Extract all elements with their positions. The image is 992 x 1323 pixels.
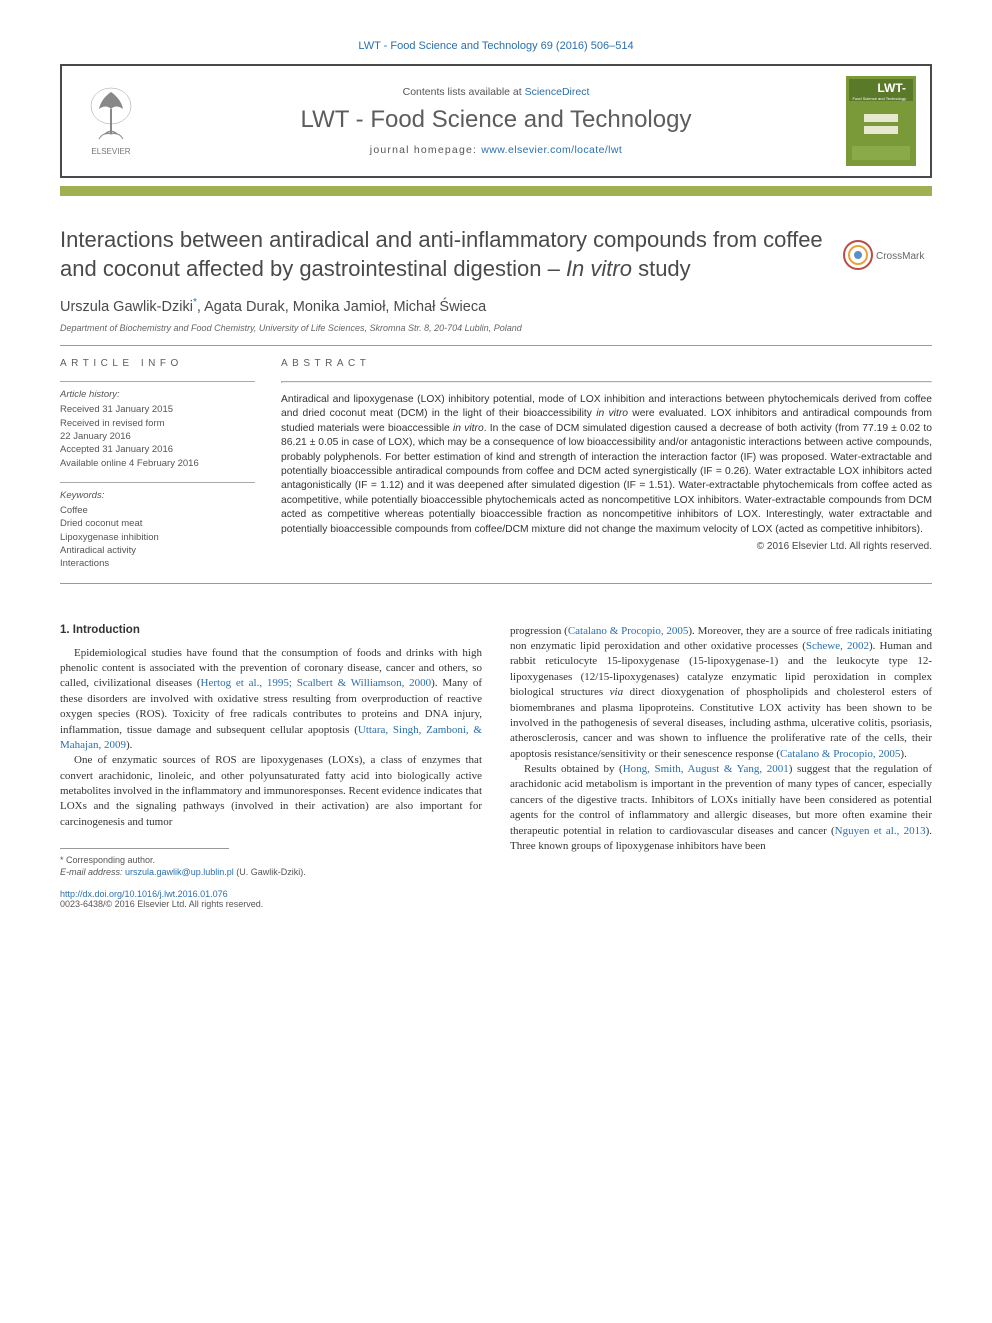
elsevier-logo: ELSEVIER [76,81,146,161]
author-lead: Urszula Gawlik-Dziki [60,299,193,315]
left-column: 1. Introduction Epidemiological studies … [60,624,482,909]
homepage-label: journal homepage: [370,144,482,156]
crossmark-badge[interactable]: CrossMark [842,230,932,280]
journal-header: ELSEVIER Contents lists available at Sci… [60,64,932,178]
journal-cover: LWT- Food Science and Technology [846,76,916,166]
abstract-rule [281,381,932,383]
affiliation: Department of Biochemistry and Food Chem… [60,323,932,333]
corresponding-author: * Corresponding author. [60,855,482,867]
keyword: Dried coconut meat [60,517,255,530]
history-line: 22 January 2016 [60,430,255,443]
rule-bottom [60,583,932,584]
section-heading: 1. Introduction [60,624,482,636]
authors-rest: , Agata Durak, Monika Jamioł, Michał Świ… [197,299,486,315]
history-line: Received 31 January 2015 [60,403,255,416]
rule-top [60,345,932,346]
contents-prefix: Contents lists available at [403,86,525,98]
keywords-heading: Keywords: [60,489,255,502]
doi-link[interactable]: http://dx.doi.org/10.1016/j.lwt.2016.01.… [60,889,482,899]
history-line: Available online 4 February 2016 [60,457,255,470]
abstract-text: Antiradical and lipoxygenase (LOX) inhib… [281,393,932,537]
header-center: Contents lists available at ScienceDirec… [146,86,846,156]
footnote-rule [60,848,229,849]
info-rule-1 [60,381,255,382]
cover-title: LWT- [877,81,906,95]
body-columns: 1. Introduction Epidemiological studies … [60,624,932,909]
article-info-label: ARTICLE INFO [60,358,255,369]
keywords-block: Keywords: Coffee Dried coconut meat Lipo… [60,489,255,571]
body-paragraph: progression (Catalano & Procopio, 2005).… [510,624,932,763]
keyword: Antiradical activity [60,544,255,557]
keyword: Coffee [60,504,255,517]
email-label: E-mail address: [60,867,125,877]
homepage-line: journal homepage: www.elsevier.com/locat… [146,144,846,156]
sciencedirect-link[interactable]: ScienceDirect [525,86,590,98]
contents-line: Contents lists available at ScienceDirec… [146,86,846,98]
title-part2: study [632,256,691,281]
body-paragraph: Epidemiological studies have found that … [60,646,482,754]
top-citation: LWT - Food Science and Technology 69 (20… [60,40,932,52]
elsevier-label: ELSEVIER [91,147,130,156]
article-head: Interactions between antiradical and ant… [60,226,932,283]
journal-name: LWT - Food Science and Technology [146,106,846,134]
cover-sub: Food Science and Technology [852,96,906,101]
email-line: E-mail address: urszula.gawlik@up.lublin… [60,867,482,879]
body-paragraph: Results obtained by (Hong, Smith, August… [510,762,932,854]
authors: Urszula Gawlik-Dziki*, Agata Durak, Moni… [60,297,932,315]
history-line: Received in revised form [60,417,255,430]
history-heading: Article history: [60,388,255,401]
abstract-label: ABSTRACT [281,358,932,369]
homepage-link[interactable]: www.elsevier.com/locate/lwt [481,144,622,156]
info-rule-2 [60,482,255,483]
title-part1: Interactions between antiradical and ant… [60,227,823,281]
title-ital: In vitro [566,256,632,281]
crossmark-label: CrossMark [876,251,925,262]
article-history: Article history: Received 31 January 201… [60,388,255,470]
right-column: progression (Catalano & Procopio, 2005).… [510,624,932,909]
history-line: Accepted 31 January 2016 [60,443,255,456]
abstract-column: ABSTRACT Antiradical and lipoxygenase (L… [281,358,932,571]
keyword: Interactions [60,557,255,570]
email-link[interactable]: urszula.gawlik@up.lublin.pl [125,867,234,877]
keyword: Lipoxygenase inhibition [60,531,255,544]
email-suffix: (U. Gawlik-Dziki). [234,867,306,877]
abstract-copyright: © 2016 Elsevier Ltd. All rights reserved… [281,541,932,552]
article-title: Interactions between antiradical and ant… [60,226,828,283]
body-paragraph: One of enzymatic sources of ROS are lipo… [60,753,482,830]
issn-line: 0023-6438/© 2016 Elsevier Ltd. All right… [60,899,482,909]
info-abstract-row: ARTICLE INFO Article history: Received 3… [60,358,932,571]
accent-strip [60,186,932,196]
article-info-column: ARTICLE INFO Article history: Received 3… [60,358,255,571]
